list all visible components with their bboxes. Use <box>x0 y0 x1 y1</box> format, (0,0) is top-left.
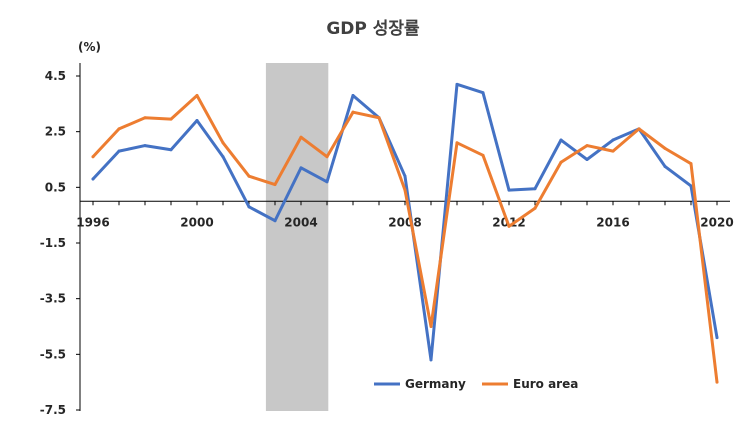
data-point-euro-area <box>611 149 615 153</box>
data-point-euro-area <box>325 155 329 159</box>
data-point-euro-area <box>689 162 693 166</box>
data-point-euro-area <box>91 155 95 159</box>
chart-title: GDP 성장률 <box>326 19 420 39</box>
data-point-germany <box>663 164 667 168</box>
y-tick-label: -5.5 <box>40 347 66 361</box>
y-tick-label: -7.5 <box>40 403 66 417</box>
series-line-euro-area <box>91 93 719 384</box>
data-point-euro-area <box>559 160 563 164</box>
x-tick-label: 2008 <box>388 215 421 229</box>
data-point-germany <box>247 205 251 209</box>
y-axis-unit-label: (%) <box>78 40 101 54</box>
data-point-germany <box>195 119 199 123</box>
data-point-germany <box>299 166 303 170</box>
data-point-euro-area <box>221 141 225 145</box>
data-point-euro-area <box>507 224 511 228</box>
y-tick-label: 4.5 <box>45 69 66 83</box>
data-point-germany <box>689 184 693 188</box>
data-point-germany <box>169 148 173 152</box>
data-point-euro-area <box>403 188 407 192</box>
data-point-euro-area <box>273 183 277 187</box>
data-point-germany <box>455 82 459 86</box>
data-point-germany <box>715 336 719 340</box>
legend-label-euro-area: Euro area <box>513 377 578 391</box>
data-point-euro-area <box>429 325 433 328</box>
data-point-germany <box>559 138 563 142</box>
x-tick-label: 2016 <box>596 215 629 229</box>
data-point-euro-area <box>481 153 485 157</box>
data-point-euro-area <box>377 116 381 120</box>
data-point-germany <box>533 187 537 191</box>
data-point-euro-area <box>299 135 303 139</box>
data-point-germany <box>429 358 433 362</box>
data-point-euro-area <box>715 380 719 384</box>
data-point-germany <box>611 138 615 142</box>
legend: Germany Euro area <box>374 377 578 391</box>
series-layer <box>91 82 719 384</box>
data-point-euro-area <box>637 127 641 131</box>
data-point-germany <box>481 91 485 95</box>
data-point-germany <box>221 155 225 159</box>
y-tick-label: -3.5 <box>40 292 66 306</box>
data-point-germany <box>403 174 407 178</box>
axis-layer: 4.5 2.5 0.5 -1.5 -3.5 -5.5 -7.5 1996 2000 2004 200… <box>40 63 734 417</box>
y-tick-label: 2.5 <box>45 125 66 139</box>
data-point-germany <box>507 188 511 192</box>
data-point-euro-area <box>351 110 355 114</box>
y-tick-label: 0.5 <box>45 180 66 194</box>
data-point-germany <box>325 180 329 184</box>
shade-layer <box>265 63 329 411</box>
data-point-euro-area <box>169 117 173 121</box>
data-point-germany <box>91 177 95 181</box>
data-point-euro-area <box>117 127 121 131</box>
y-tick-label: -1.5 <box>40 236 66 250</box>
data-point-euro-area <box>247 174 251 178</box>
x-tick-label: 2020 <box>700 215 733 229</box>
legend-label-germany: Germany <box>405 377 466 391</box>
data-point-euro-area <box>663 146 667 150</box>
data-point-germany <box>351 93 355 97</box>
x-tick-label: 2004 <box>284 215 317 229</box>
data-point-euro-area <box>143 116 147 120</box>
data-point-euro-area <box>455 141 459 145</box>
data-point-euro-area <box>533 206 537 210</box>
data-point-germany <box>273 219 277 223</box>
data-point-germany <box>585 158 589 161</box>
data-point-euro-area <box>585 144 589 148</box>
x-tick-label: 1996 <box>76 215 109 229</box>
data-point-germany <box>143 144 147 148</box>
data-point-germany <box>117 149 121 153</box>
shaded-period <box>265 63 329 411</box>
data-point-euro-area <box>195 93 199 97</box>
x-tick-label: 2000 <box>180 215 213 229</box>
